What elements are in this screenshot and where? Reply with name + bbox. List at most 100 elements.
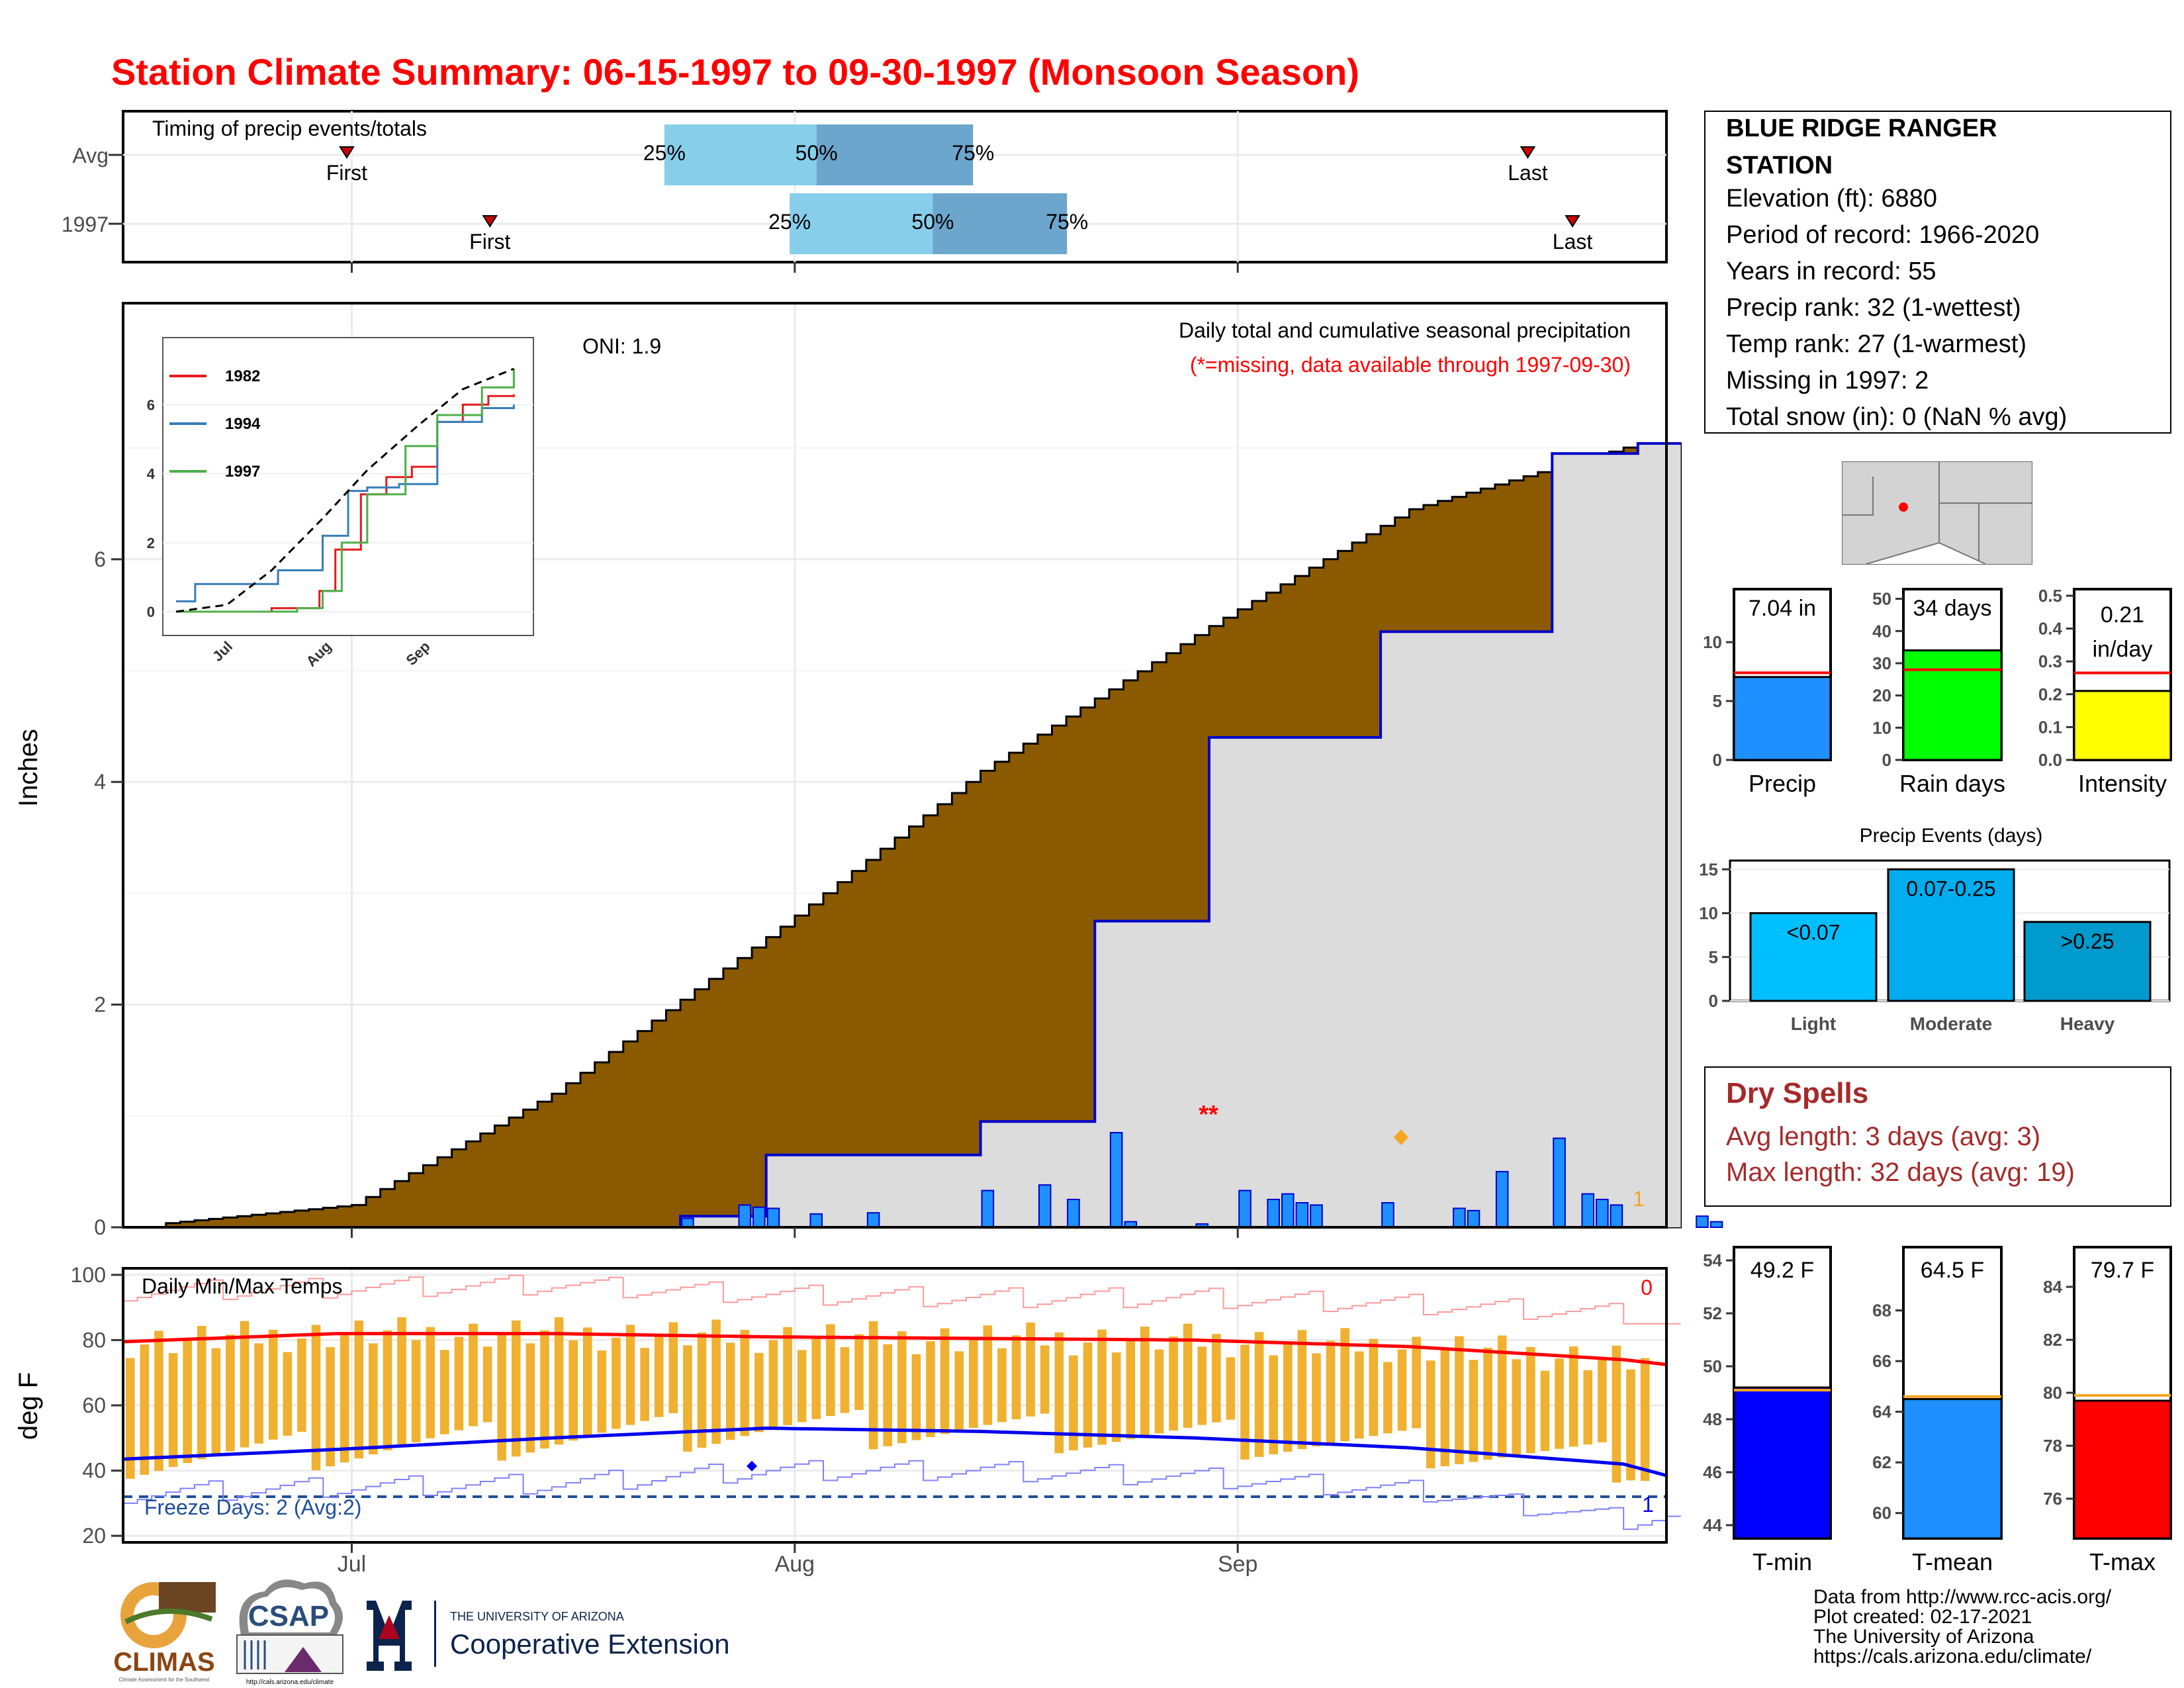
daily-temp-bar bbox=[1054, 1332, 1064, 1454]
csap-wordmark: CSAP bbox=[248, 1600, 329, 1632]
daily-temp-bar bbox=[868, 1321, 878, 1450]
xtick-label: Aug bbox=[775, 1552, 815, 1577]
climas-tagline: Climate Assessment for the Southwest bbox=[119, 1677, 210, 1683]
mexico-border bbox=[1866, 541, 1986, 565]
timing-bar-25-50 bbox=[664, 124, 817, 185]
daily-temp-bar bbox=[411, 1340, 421, 1442]
daily-temp-bar bbox=[254, 1343, 263, 1444]
events-value-label: <0.07 bbox=[1787, 921, 1841, 945]
daily-temp-bar bbox=[640, 1348, 649, 1421]
events-bar-heavy bbox=[2023, 921, 2152, 1002]
summary-ytick-label: 10 bbox=[1703, 632, 1722, 652]
temp-summary-ytick-label: 68 bbox=[1872, 1301, 1891, 1321]
daily-temp-bar bbox=[1369, 1338, 1379, 1436]
daily-temp-bar bbox=[968, 1338, 978, 1429]
inset-line-1982 bbox=[176, 394, 515, 613]
daily-precip-bar bbox=[1038, 1184, 1052, 1229]
station-info-line: Elevation (ft): 6880 bbox=[1726, 185, 1937, 212]
daily-temp-bar bbox=[683, 1345, 692, 1452]
timing-p75-label: 75% bbox=[1046, 210, 1088, 234]
dry-spells-avg: Avg length: 3 days (avg: 3) bbox=[1726, 1122, 2040, 1151]
temp-ytick-label: 80 bbox=[82, 1328, 106, 1352]
oni-label: ONI: 1.9 bbox=[582, 334, 661, 358]
daily-precip-bar bbox=[1281, 1193, 1295, 1228]
daily-precip-bar bbox=[738, 1204, 752, 1229]
summary-ytick-label: 0.5 bbox=[2038, 586, 2062, 606]
summary-ytick-label: 0.0 bbox=[2038, 750, 2062, 770]
inset-legend-label: 1997 bbox=[225, 463, 260, 481]
daily-precip-bar bbox=[1381, 1201, 1394, 1228]
station-info-line: Temp rank: 27 (1-warmest) bbox=[1726, 330, 2026, 358]
daily-temp-bar bbox=[569, 1340, 578, 1441]
daily-temp-bar bbox=[1140, 1327, 1150, 1436]
daily-temp-bar bbox=[1026, 1322, 1035, 1417]
daily-temp-bar bbox=[1583, 1370, 1593, 1445]
temp-summary-ytick-label: 78 bbox=[2043, 1436, 2062, 1456]
credit-line-4: https://cals.arizona.edu/climate/ bbox=[1813, 1646, 2092, 1667]
temp-ytick-label: 40 bbox=[82, 1459, 106, 1483]
daily-temp-bar bbox=[1069, 1355, 1078, 1451]
daily-temp-bar bbox=[940, 1328, 950, 1434]
summary-ytick-label: 5 bbox=[1713, 691, 1722, 711]
timing-row-label: 1997 bbox=[62, 212, 109, 236]
daily-temp-bar bbox=[1254, 1332, 1264, 1457]
events-ytick-label: 0 bbox=[1709, 991, 1718, 1011]
daily-temp-bar bbox=[369, 1343, 378, 1455]
temp-summary-ytick-label: 46 bbox=[1703, 1462, 1722, 1482]
daily-temp-bar bbox=[612, 1337, 621, 1429]
summary-ytick-label: 30 bbox=[1872, 653, 1891, 673]
station-name-line1: BLUE RIDGE RANGER bbox=[1726, 115, 1997, 142]
daily-temp-bar bbox=[911, 1354, 921, 1440]
freeze-label: Freeze Days: 2 (Avg:2) bbox=[144, 1495, 361, 1519]
summary-ytick-label: 0.3 bbox=[2038, 651, 2062, 671]
daily-temp-bar bbox=[1455, 1336, 1464, 1464]
daily-temp-bar bbox=[211, 1348, 221, 1456]
credit-line-3: The University of Arizona bbox=[1813, 1626, 2034, 1648]
temp-ytick-label: 100 bbox=[71, 1263, 106, 1287]
daily-precip-bar bbox=[1596, 1198, 1609, 1228]
daily-temp-bar bbox=[1383, 1362, 1392, 1434]
temp-summary-category-label: T-max bbox=[2089, 1548, 2156, 1575]
min-record-count: 1 bbox=[1642, 1493, 1654, 1517]
temp-ytick-label: 20 bbox=[82, 1524, 106, 1548]
events-category-label: Light bbox=[1791, 1013, 1836, 1034]
daily-temp-bar bbox=[768, 1340, 778, 1429]
daily-temp-bar bbox=[168, 1353, 178, 1468]
daily-temp-bar bbox=[1626, 1369, 1635, 1481]
missing-marker: ** bbox=[1199, 1101, 1218, 1129]
daily-temp-bar bbox=[797, 1350, 807, 1423]
station-info-line: Period of record: 1966-2020 bbox=[1726, 221, 2039, 249]
missing-note: (*=missing, data available through 1997-… bbox=[1190, 353, 1631, 377]
daily-temp-bar bbox=[1226, 1357, 1236, 1420]
temp-summary-ytick-label: 76 bbox=[2043, 1489, 2062, 1509]
inset-ytick-label: 6 bbox=[147, 397, 155, 413]
daily-temp-bar bbox=[1483, 1347, 1492, 1460]
daily-temp-bar bbox=[597, 1350, 607, 1433]
summary-chart-intensity: 0.0 0.1 0.2 0.3 0.4 0.5 0.21 in/day Intensity bbox=[2038, 586, 2172, 797]
daily-precip-bar bbox=[1109, 1132, 1123, 1228]
daily-temp-bar bbox=[469, 1323, 478, 1427]
daily-precip-bar bbox=[981, 1190, 995, 1228]
timing-panel: Timing of precip events/totals Avg 25% 50%… bbox=[62, 110, 1668, 263]
avg-min-line bbox=[122, 1426, 1667, 1477]
temp-summary-ytick-label: 84 bbox=[2043, 1277, 2062, 1297]
daily-temp-bar bbox=[426, 1327, 435, 1438]
summary-ytick-label: 40 bbox=[1872, 621, 1891, 641]
daily-temp-bar bbox=[1397, 1349, 1407, 1431]
summary-ytick-label: 0 bbox=[1713, 750, 1722, 770]
temp-summary-bar bbox=[1733, 1386, 1832, 1540]
summary-ytick-label: 0.4 bbox=[2038, 619, 2063, 639]
summary-value-label: in/day bbox=[2093, 637, 2153, 662]
summary-value-label: 34 days bbox=[1913, 596, 1991, 621]
events-bar-moderate bbox=[1887, 868, 2015, 1002]
state-borders bbox=[1843, 462, 2032, 564]
daily-precip-bar bbox=[1267, 1198, 1280, 1228]
summary-ytick-label: 0.1 bbox=[2038, 717, 2062, 737]
daily-precip-bar bbox=[1495, 1170, 1509, 1228]
daily-temp-bar bbox=[1326, 1340, 1336, 1444]
temp-summary-ytick-label: 50 bbox=[1703, 1356, 1722, 1376]
daily-precip-bar bbox=[866, 1212, 880, 1228]
csap-logo: CSAP http://cals.arizona.edu/climate bbox=[236, 1579, 343, 1686]
timing-bar-25-50 bbox=[790, 193, 933, 254]
daily-temp-bar bbox=[354, 1320, 364, 1459]
